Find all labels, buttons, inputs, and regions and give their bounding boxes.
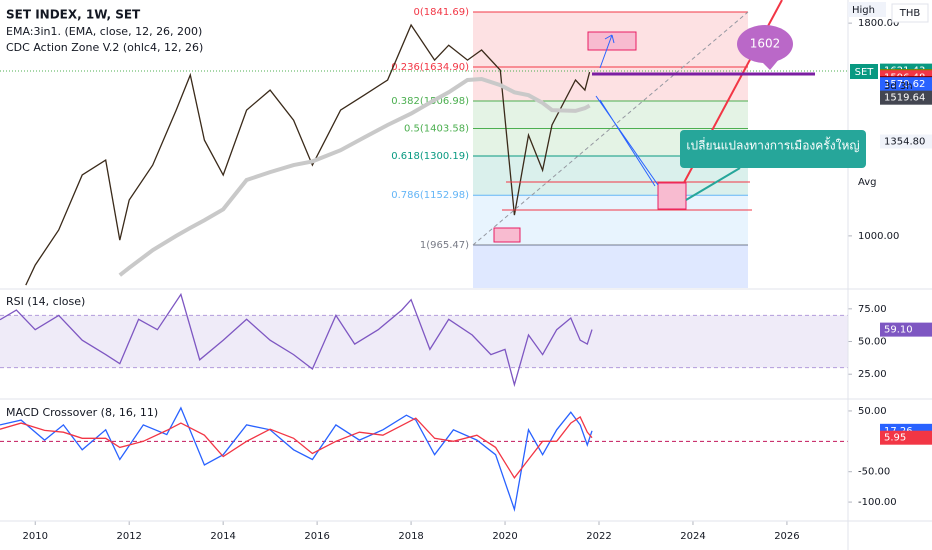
annotation-text: เปลี่ยนแปลงทางการเมืองครั้งใหญ่ [686,137,859,153]
x-tick-label: 2012 [116,531,141,542]
annotation-text: 1602 [750,37,781,51]
price-marker-label: 59.10 [884,325,913,336]
x-tick-label: 2024 [680,531,705,542]
pane-title: MACD Crossover (8, 16, 11) [6,406,158,419]
price-marker [880,90,932,105]
annotation-pointer [685,167,741,201]
y-tick-label: 50.00 [858,406,887,417]
x-tick-label: 2020 [492,531,517,542]
price-marker [880,322,932,337]
target-box [657,182,687,210]
y-tick-label: 25.00 [858,369,887,380]
fib-label: 1(965.47) [420,240,469,251]
arrow [595,34,659,187]
indicator-label: CDC Action Zone V.2 (ohlc4, 12, 26) [6,41,203,54]
layers: 2010 2012 2014 2016 2018 2020 2022 2024 2026 0(18… [0,7,932,542]
x-tick-label: 2026 [774,531,799,542]
y-tick-label: 1800.00 [858,18,899,29]
symbol-box [850,64,878,79]
target-box [493,227,521,243]
x-tick-label: 2018 [398,531,423,542]
fib-label: 0.5(1403.58) [404,124,469,135]
pane-title: RSI (14, close) [6,295,85,308]
price-marker [880,77,932,92]
x-tick-label: 2016 [304,531,329,542]
high-label: High [852,5,875,16]
currency-label: THB [899,8,921,19]
price-marker-label: 5.95 [884,433,906,444]
fib-label: 0.236(1634.90) [391,62,469,73]
fib-band [473,67,748,102]
price-marker-label: 1519.64 [884,93,925,104]
fib-label: 0.618(1300.19) [391,151,469,162]
fib-label: 0.786(1152.98) [391,190,469,201]
avg-label: Avg [858,177,877,188]
price-marker-label: 1570.62 [884,79,925,90]
y-tick-label: 75.00 [858,304,887,315]
chart-title: SET INDEX, 1W, SET [6,8,141,22]
symbol-label: SET [855,67,875,78]
price-marker [880,134,932,149]
series-line [0,416,593,479]
currency-box [891,3,929,23]
annotation-bubble-tail [760,58,780,70]
price-marker [880,430,932,445]
countdown-label: 3d 3h [884,81,913,92]
price-marker-label: 1354.80 [884,137,925,148]
series-line [25,23,591,286]
fib-band [473,245,748,288]
fib-band [473,101,748,129]
target-box [587,31,637,51]
rsi-band [0,315,848,368]
annotation-box [680,130,866,168]
x-tick-label: 2010 [23,531,48,542]
indicator-label: EMA:3in1. (EMA, close, 12, 26, 200) [6,25,202,38]
series-line [0,292,593,388]
y-tick-label: -50.00 [858,467,890,478]
y-tick-label: 50.00 [858,337,887,348]
fib-label: 0(1841.69) [413,7,469,18]
y-tick-label: -100.00 [858,497,897,508]
x-tick-label: 2014 [210,531,235,542]
high-box [848,2,886,17]
x-tick-label: 2022 [586,531,611,542]
y-tick-label: 1000.00 [858,231,899,242]
arrow-head [604,34,615,44]
series-line [118,76,591,277]
annotation-bubble [737,25,793,63]
